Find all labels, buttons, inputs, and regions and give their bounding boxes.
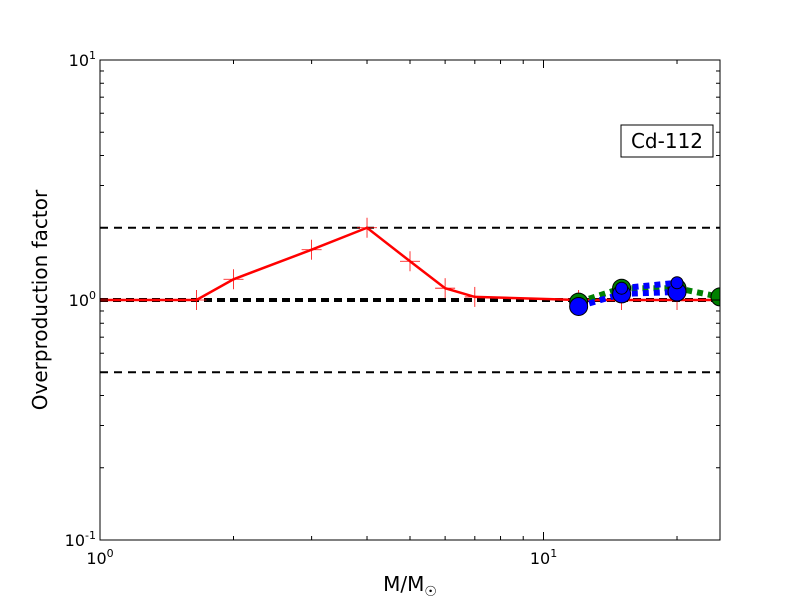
data-point (710, 287, 720, 307)
series-line (621, 279, 678, 292)
x-axis-label: M/M☉ (383, 572, 437, 600)
data-point (569, 296, 589, 316)
y-tick-label: 100 (69, 289, 96, 310)
x-tick-label: 100 (86, 547, 113, 568)
annotation: Cd-112 (620, 124, 714, 158)
reference-lines (100, 226, 720, 374)
x-tick-label: 101 (530, 547, 557, 568)
y-tick-label: 101 (69, 49, 96, 70)
data-point (670, 276, 684, 290)
y-tick-label: 10-1 (65, 529, 96, 550)
annotation-box (620, 124, 714, 158)
y-axis-label: Overproduction factor (28, 189, 52, 410)
data-point (615, 281, 629, 295)
series-line (577, 285, 720, 305)
annotation-label: Cd-112 (631, 129, 703, 153)
series-layer (100, 217, 720, 316)
